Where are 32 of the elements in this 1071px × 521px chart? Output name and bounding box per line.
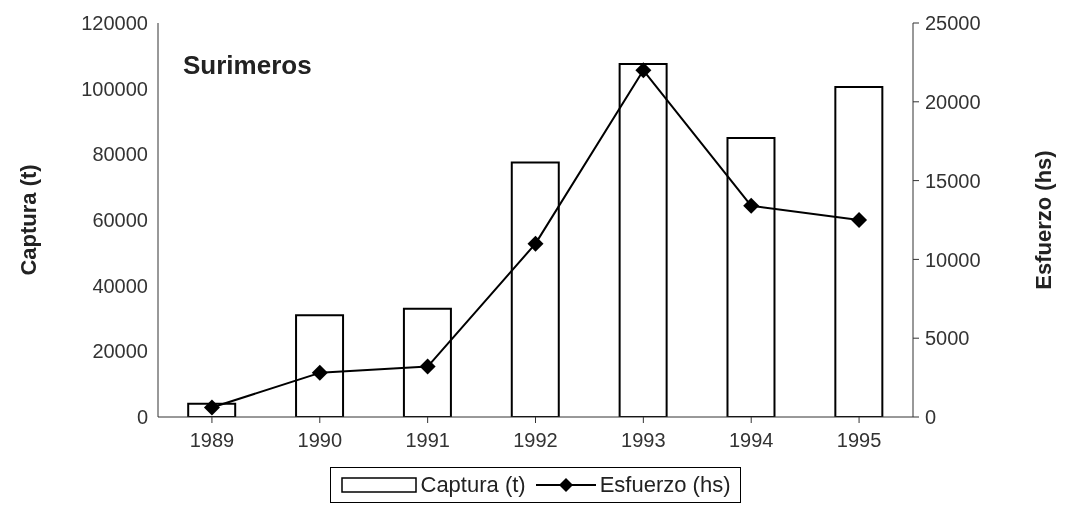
y-tick-label: 100000	[81, 77, 148, 100]
point	[743, 197, 760, 214]
text: Surimeros	[183, 50, 312, 81]
x-tick-label: 1991	[405, 429, 450, 452]
y2-tick-label: 20000	[925, 90, 981, 113]
x-tick-label: 1989	[189, 429, 235, 452]
point	[311, 364, 328, 381]
x-tick-label: 1992	[513, 429, 558, 452]
legend-label: Esfuerzo (hs)	[599, 472, 731, 498]
y2-tick-label: 0	[925, 406, 937, 429]
x-tick-label: 1990	[297, 429, 343, 452]
point	[851, 212, 868, 228]
y-tick-label: 80000	[92, 143, 148, 166]
point	[635, 62, 652, 79]
y-axis-title: Captura (t)	[15, 164, 41, 276]
x-tick-label: 1995	[836, 429, 882, 452]
x-tick-label: 1994	[728, 429, 774, 452]
point	[419, 358, 436, 375]
y2-tick-label: 15000	[925, 169, 981, 192]
x-tick-label: 1993	[621, 429, 666, 452]
y-tick-label: 120000	[81, 12, 148, 35]
y-tick-label: 60000	[92, 209, 148, 232]
y2-tick-label: 10000	[925, 248, 981, 271]
legend-label: Captura (t)	[420, 472, 526, 498]
y-tick-label: 0	[136, 406, 148, 429]
y-tick-label: 20000	[92, 340, 148, 363]
point	[203, 399, 220, 416]
y2-axis-title: Esfuerzo (hs)	[1030, 150, 1056, 290]
y-tick-label: 40000	[92, 274, 148, 297]
point	[527, 235, 544, 252]
y2-tick-label: 5000	[925, 327, 970, 350]
y2-tick-label: 25000	[925, 12, 981, 35]
